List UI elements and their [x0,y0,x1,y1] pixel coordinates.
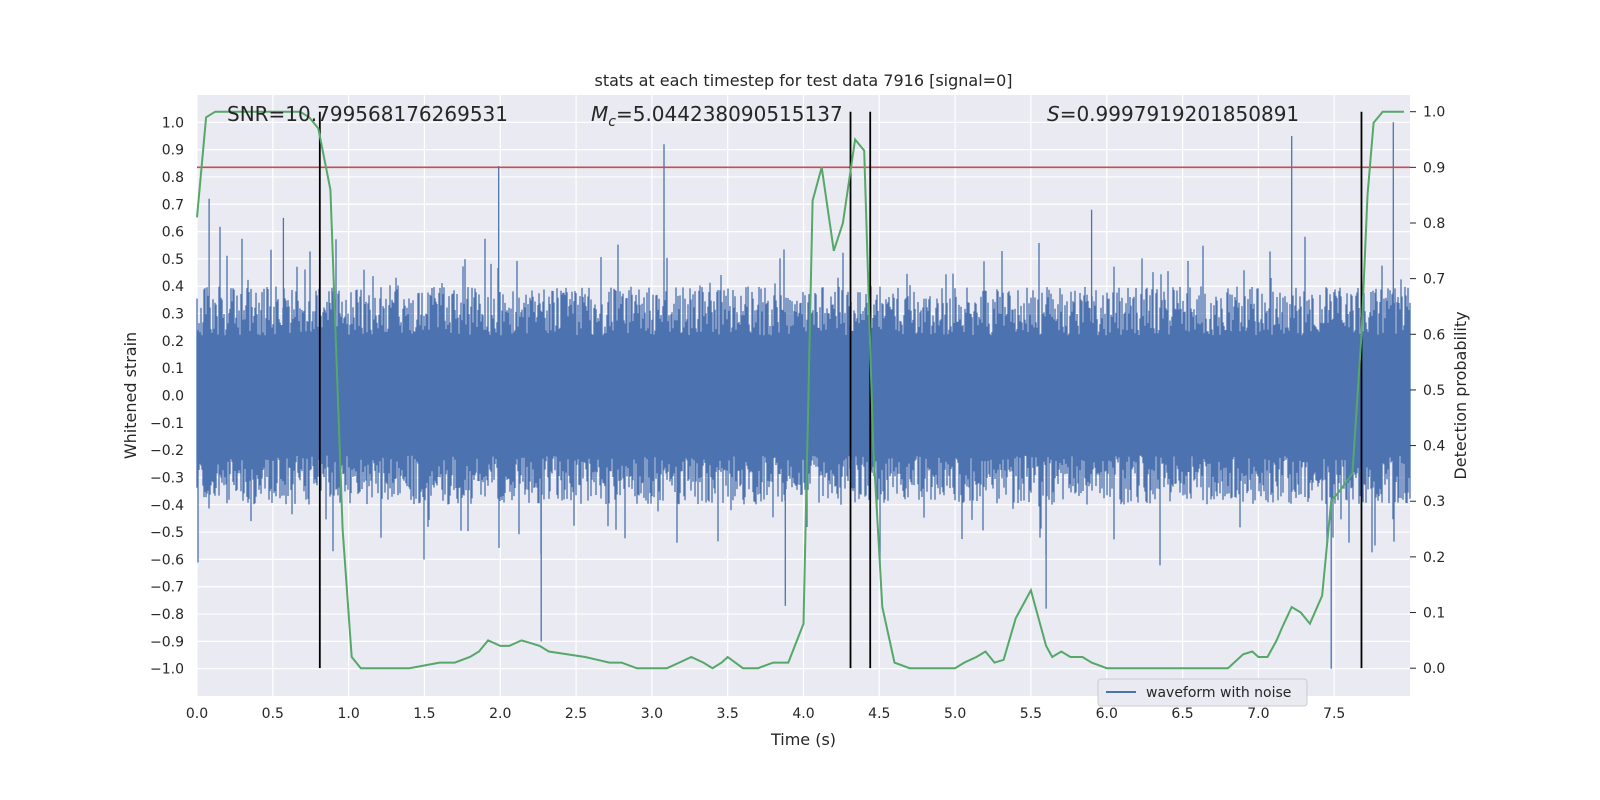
y-tick-label: −1.0 [150,662,184,678]
x-axis-label: Time (s) [770,730,836,749]
x-tick-label: 1.0 [337,706,359,722]
y-tick-label: 0.9 [162,143,184,159]
x-tick-label: 2.0 [489,706,511,722]
x-tick-label: 7.0 [1247,706,1269,722]
y-right-tick-label: 0.7 [1423,272,1445,288]
x-tick-label: 4.5 [868,706,890,722]
x-tick-label: 6.0 [1096,706,1118,722]
y-right-tick-label: 0.3 [1423,494,1445,510]
y-tick-label: 0.8 [162,170,184,186]
y-tick-label: 0.6 [162,225,184,241]
x-axis-ticks: 0.0 0.5 1.0 1.5 2.0 2.5 3.0 3.5 4.0 4.5 5.0 5.5 6.0 6… [186,706,1345,722]
chirp-mass-annotation: Mc=5.044238090515137 [591,102,843,130]
y-right-tick-label: 0.1 [1423,606,1445,622]
y-tick-label: 0.2 [162,334,184,350]
x-tick-label: 7.5 [1323,706,1345,722]
x-tick-label: 5.0 [944,706,966,722]
y-tick-label: −0.6 [150,552,184,568]
y-tick-label: 0.5 [162,252,184,268]
y-tick-label: −0.4 [150,498,184,514]
chirp-mass-value: =5.044238090515137 [616,102,843,126]
y-right-tick-label: 0.4 [1423,439,1445,455]
waveform-series [196,122,1411,669]
x-tick-label: 0.5 [262,706,284,722]
waveform-core [197,346,1410,445]
x-tick-label: 5.5 [1020,706,1042,722]
x-tick-label: 2.5 [565,706,587,722]
legend-label-waveform: waveform with noise [1146,685,1291,701]
y-right-tick-label: 0.5 [1423,383,1445,399]
y-tick-label: −0.8 [150,607,184,623]
y-right-axis-label: Detection probability [1451,311,1470,479]
x-tick-label: 3.0 [641,706,663,722]
y-right-tick-label: 0.6 [1423,327,1445,343]
y-right-tick-label: 0.9 [1423,160,1445,176]
y-axis-label: Whitened strain [121,332,140,459]
x-tick-label: 6.5 [1171,706,1193,722]
chirp-mass-symbol: M [591,102,608,126]
x-tick-label: 0.0 [186,706,208,722]
y-tick-label: 0.4 [162,279,184,295]
snr-annotation: SNR=10.799568176269531 [227,102,508,126]
y-tick-label: −0.3 [150,470,184,486]
y-tick-label: 0.7 [162,197,184,213]
y-tick-label: 0.1 [162,361,184,377]
y-tick-label: −0.2 [150,443,184,459]
y-tick-label: 0.3 [162,307,184,323]
y-right-tick-label: 1.0 [1423,105,1445,121]
y-tick-label: −0.7 [150,580,184,596]
y-tick-label: 0.0 [162,389,184,405]
probability-series [196,110,1404,670]
y-tick-label: −0.5 [150,525,184,541]
y-right-tick-label: 0.0 [1423,661,1445,677]
y-right-tick-label: 0.8 [1423,216,1445,232]
x-tick-label: 4.0 [792,706,814,722]
y-tick-label: −0.9 [150,634,184,650]
x-tick-label: 3.5 [717,706,739,722]
x-tick-label: 1.5 [413,706,435,722]
s-annotation: S=0.9997919201850891 [1047,102,1299,126]
chart-title: stats at each timestep for test data 791… [594,71,1012,90]
y-axis-ticks: 1.0 0.9 0.8 0.7 0.6 0.5 0.4 0.3 0.2 0.1 0.0 −0.1 −0.… [150,115,184,677]
y-tick-label: −0.1 [150,416,184,432]
legend: waveform with noise [1097,678,1308,707]
chirp-mass-subscript: c [608,114,616,130]
legend-box [1097,678,1308,707]
s-symbol: S [1047,102,1060,126]
vertical-markers [318,111,1363,669]
y-tick-label: 1.0 [162,115,184,131]
y-right-axis-ticks: 1.0 0.9 0.8 0.7 0.6 0.5 0.4 0.3 0.2 0.1 0.0 [1410,105,1445,677]
y-right-tick-label: 0.2 [1423,550,1445,566]
s-value: =0.9997919201850891 [1060,102,1299,126]
